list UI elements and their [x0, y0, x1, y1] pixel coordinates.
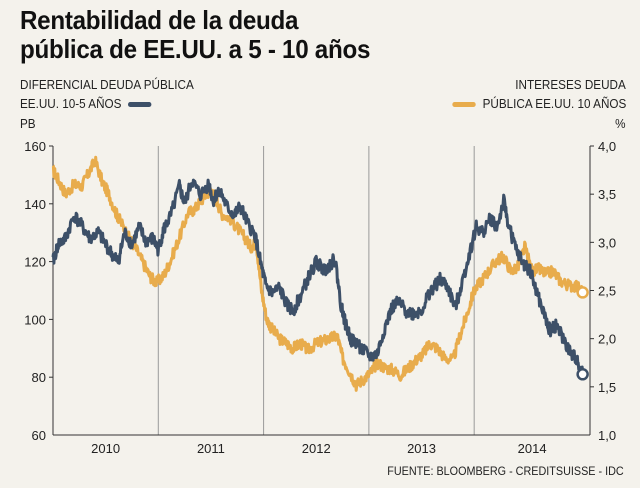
x-tick-label-2010: 2010 — [91, 441, 120, 456]
spread-legend-swatch — [128, 102, 152, 108]
right-tick-label-2: 2,0 — [598, 332, 616, 347]
chart-title: Rentabilidad de la deuda pública de EE.U… — [20, 6, 578, 64]
right-tick-label-1: 1,5 — [598, 380, 616, 395]
title-line-2: pública de EE.UU. a 5 - 10 años — [20, 34, 371, 64]
title-line-1: Rentabilidad de la deuda — [20, 5, 299, 35]
right-tick-label-5: 3,5 — [598, 187, 616, 202]
x-tick-label-2011: 2011 — [197, 441, 225, 456]
series-line-spread — [51, 178, 585, 375]
right-legend-label: PÚBLICA EE.UU. 10 AÑOS — [482, 96, 626, 111]
left-tick-label-160: 160 — [24, 139, 46, 154]
right-tick-label-3: 2,5 — [598, 284, 616, 299]
spread-end-marker — [576, 368, 589, 381]
right-axis-unit: % — [615, 116, 626, 131]
left-tick-label-120: 120 — [24, 255, 46, 270]
left-legend-line-2: EE.UU. 10-5 AÑOS — [20, 96, 152, 111]
right-tick-label-6: 4,0 — [598, 139, 616, 154]
source-note: FUENTE: BLOOMBERG - CREDITSUISSE - IDC — [387, 464, 624, 478]
left-tick-label-140: 140 — [24, 197, 46, 212]
left-tick-label-100: 100 — [24, 312, 46, 327]
left-legend-line-1: DIFERENCIAL DEUDA PÚBLICA — [20, 77, 194, 92]
x-tick-label-2012: 2012 — [302, 441, 331, 456]
x-tick-label-2013: 2013 — [407, 441, 436, 456]
series-line-yield — [51, 155, 585, 392]
yield-legend-swatch — [452, 102, 476, 108]
x-tick-label-2014: 2014 — [518, 441, 547, 456]
right-legend-line-1: INTERESES DEUDA — [515, 77, 626, 92]
right-legend-line-2: PÚBLICA EE.UU. 10 AÑOS — [452, 96, 626, 111]
left-axis-unit: PB — [20, 116, 36, 131]
left-legend-label: EE.UU. 10-5 AÑOS — [20, 96, 122, 111]
yield-end-marker — [576, 286, 589, 299]
right-tick-label-0: 1,0 — [598, 428, 616, 443]
right-tick-label-4: 3,0 — [598, 235, 616, 250]
left-tick-label-80: 80 — [32, 370, 46, 385]
left-tick-label-60: 60 — [32, 428, 46, 443]
